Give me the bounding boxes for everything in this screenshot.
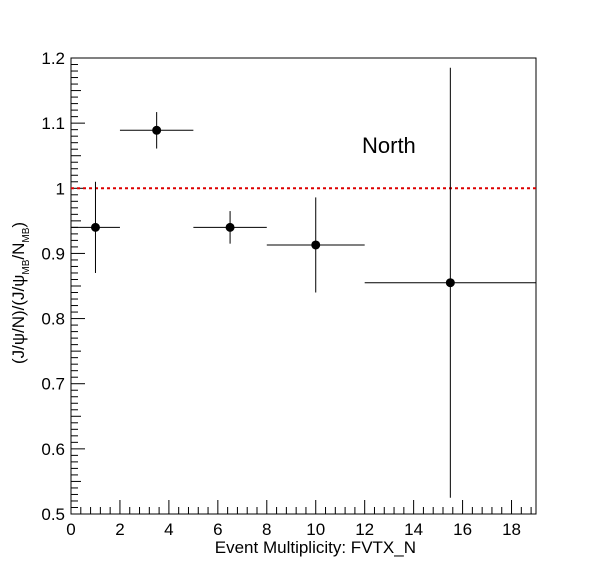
y-tick-label: 0.8 [41,310,65,329]
point-marker [152,125,162,135]
x-tick-label: 12 [355,520,374,539]
y-axis-label-sub-2: MB [21,227,32,242]
axis-ticks [70,57,532,515]
annotation-north: North [362,133,416,158]
y-tick-label: 0.5 [41,505,65,524]
x-tick-label: 6 [213,520,222,539]
data-point-3 [193,211,267,244]
y-tick-label: 0.7 [41,375,65,394]
y-tick-label: 1.2 [41,49,65,68]
data-point-2 [119,112,194,149]
x-tick-label: 2 [115,520,124,539]
x-tick-label: 8 [262,520,271,539]
data-point-1 [71,181,120,273]
data-point-5 [364,67,536,498]
plot-frame [70,57,537,515]
y-axis-label: (J/ψ/N)/(J/ψMB/NMB) [9,222,32,364]
y-axis-label-part-3: ) [9,222,28,228]
point-marker [311,240,321,250]
x-tick-label: 0 [66,520,75,539]
x-tick-label: 14 [404,520,423,539]
x-axis-label: Event Multiplicity: FVTX_N [215,538,416,557]
y-axis-label-sub-1: MB [21,259,32,274]
x-tick-label: 10 [306,520,325,539]
y-axis-label-part-1: (J/ψ/N)/(J/ψ [9,275,28,364]
y-axis-label-part-2: /N [9,243,28,260]
x-tick-label: 16 [453,520,472,539]
data-points [71,67,536,498]
point-marker [90,222,100,232]
x-tick-label: 18 [502,520,521,539]
point-marker [445,278,455,288]
point-marker [225,222,235,232]
y-tick-label: 1.1 [41,114,65,133]
x-tick-label: 4 [164,520,173,539]
axis-tick-labels: 0 2 4 6 8 10 12 14 16 18 0.5 0.6 0.7 0.8 0.9 1 1.1 1.2 [41,49,521,539]
data-point-4 [266,197,365,293]
y-tick-label: 0.6 [41,440,65,459]
y-tick-label: 1 [56,179,65,198]
y-tick-label: 0.9 [41,244,65,263]
